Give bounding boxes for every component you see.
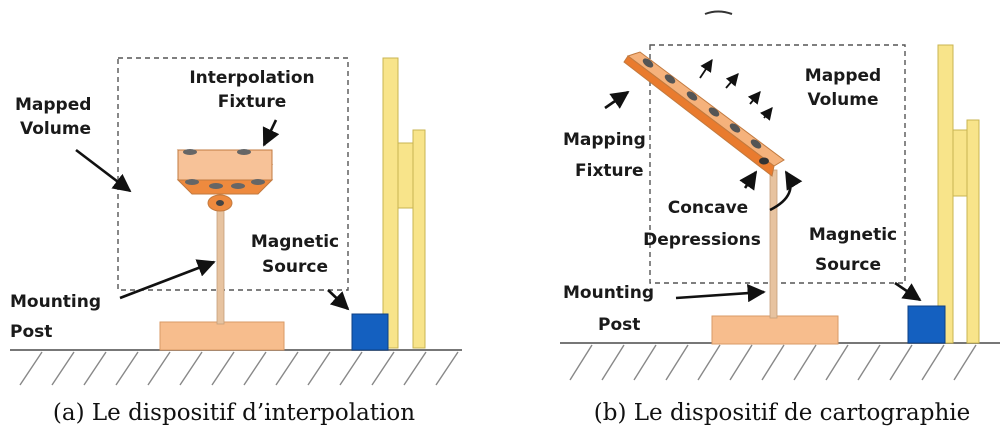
label-mapped-volume-b-line2: Volume [807,90,878,110]
mounting-post-a [216,207,225,325]
arrows-a [75,119,350,311]
magnetic-source-a [351,313,389,351]
label-mapped-volume-b-line1: Mapped [805,66,881,86]
base-block-b [711,315,839,345]
label-magnetic-source-b-line2: Source [815,255,881,275]
wall-a [382,57,426,349]
arrows-b [604,90,922,303]
label-concave-line1: Concave [668,198,748,218]
label-magnetic-source-line1: Magnetic [251,232,339,252]
mapped-volume-box-b [649,44,906,284]
top-arc [704,10,733,15]
base-block-a [159,321,285,351]
panel-a: Interpolation Fixture Mapped Volume Magn… [10,57,462,386]
label-mounting-post-b-line2: Post [598,315,640,335]
magnetic-source-b [907,305,946,344]
label-mapping-fixture-line1: Mapping [563,130,646,150]
label-mapping-fixture-line2: Fixture [575,161,644,181]
label-magnetic-source-line2: Source [262,257,328,277]
label-mapped-volume-line2: Volume [20,119,91,139]
label-magnetic-source-b-line1: Magnetic [809,225,897,245]
mapped-volume-box-a [117,57,349,291]
ground-b [560,342,1000,381]
label-interpolation-line2: Fixture [218,92,287,112]
label-mounting-post-line2: Post [10,322,52,342]
label-interpolation-line1: Interpolation [189,68,314,88]
field-arrows [699,58,773,121]
panel-b: Mapped Volume Mapping Fixture Concave De… [560,10,1000,381]
interpolation-fixture [176,149,274,212]
mapping-fixture [623,51,785,177]
label-mounting-post-b-line1: Mounting [563,283,654,303]
caption-a: (a) Le dispositif d’interpolation [53,400,415,426]
label-mapped-volume-line1: Mapped [15,95,91,115]
label-mounting-post-line1: Mounting [10,292,101,312]
label-concave-line2: Depressions [643,230,761,250]
caption-b: (b) Le dispositif de cartographie [594,400,970,426]
wall-b [937,44,980,344]
mounting-post-b [769,169,778,319]
ground-a [10,349,462,386]
